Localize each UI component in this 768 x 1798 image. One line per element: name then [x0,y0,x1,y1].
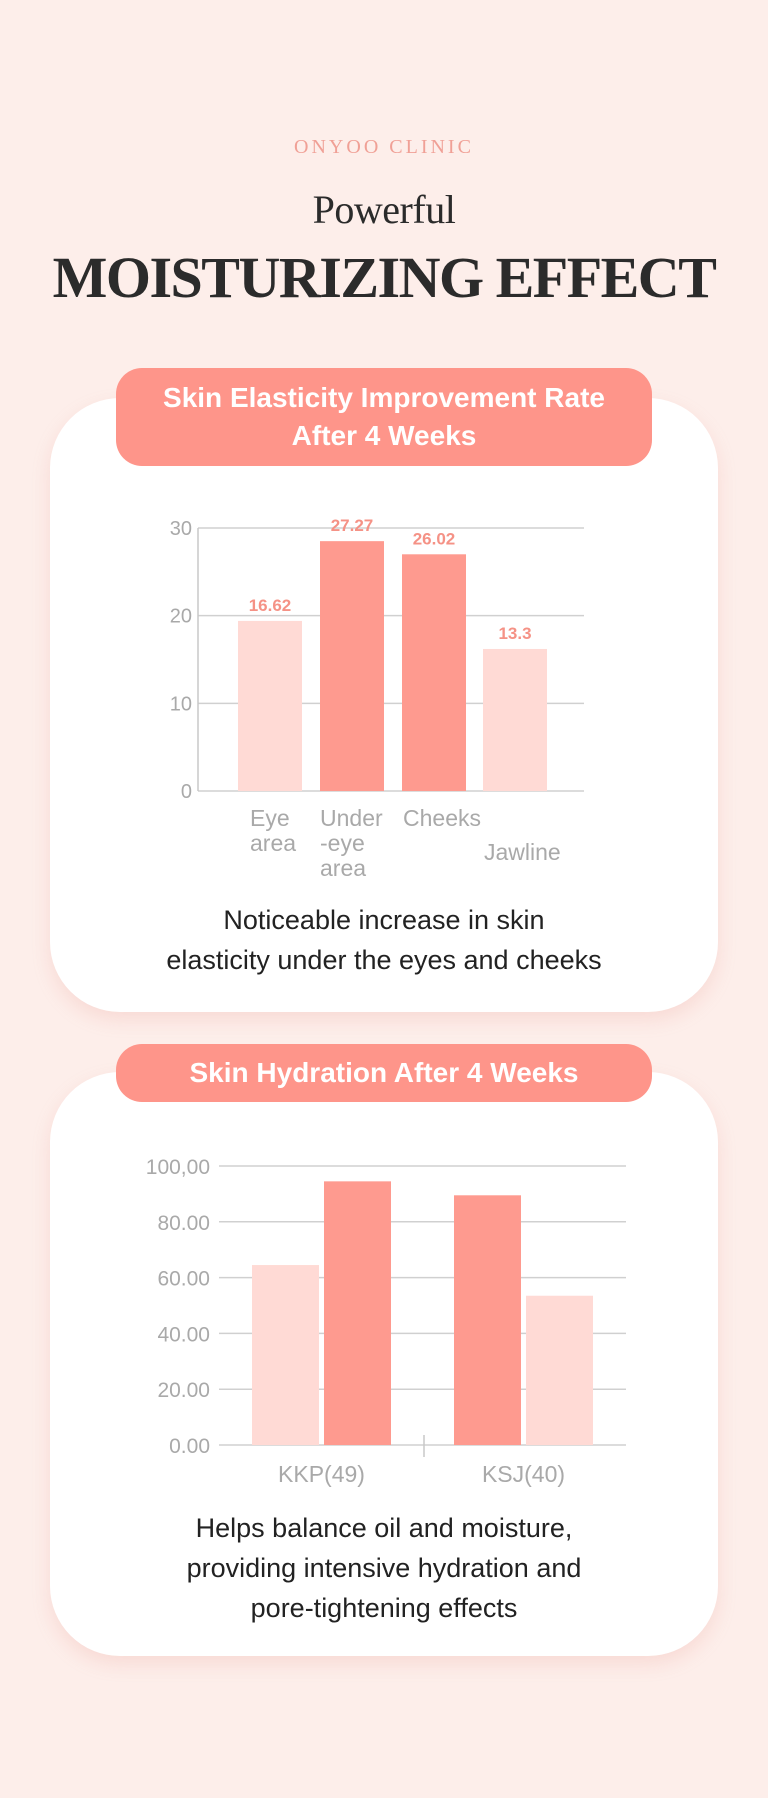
x-tick-label: Cheeks [403,805,481,831]
y-tick-label: 60.00 [157,1268,210,1291]
bar [483,648,547,791]
bar [324,1181,391,1445]
bar [526,1295,593,1445]
elasticity-caption: Noticeable increase in skin elasticity u… [0,900,768,980]
hydration-title-pill: Skin Hydration After 4 Weeks [116,1044,652,1102]
y-tick-label: 100,00 [146,1156,210,1179]
y-tick-label: 0 [181,781,192,803]
data-label: 16.62 [249,596,292,615]
hydration-caption-line-2: providing intensive hydration and [186,1553,582,1583]
y-tick-label: 30 [170,518,192,540]
hydration-title: Skin Hydration After 4 Weeks [189,1057,579,1088]
x-tick-label: -eye [320,830,365,856]
x-tick-label: area [250,830,296,856]
x-tick-label: area [320,855,366,881]
hydration-caption: Helps balance oil and moisture, providin… [0,1508,768,1628]
elasticity-title-line-2: After 4 Weeks [291,420,477,451]
bar [320,541,384,791]
x-tick-label: Eye [250,805,290,831]
brand-label: ONYOO CLINIC [294,136,474,158]
page-subtitle: Powerful [312,187,456,232]
bar [454,1195,521,1445]
page-title: MOISTURIZING EFFECT [52,245,717,310]
hydration-caption-line-3: pore-tightening effects [250,1593,518,1623]
data-label: 13.3 [498,624,531,643]
y-tick-label: 0.00 [169,1435,210,1458]
x-tick-label: Jawline [484,839,561,865]
x-tick-label: KSJ(40) [482,1461,565,1487]
elasticity-title-pill: Skin Elasticity Improvement Rate After 4… [116,368,652,466]
elasticity-caption-line-2: elasticity under the eyes and cheeks [166,945,602,975]
x-tick-label: KKP(49) [278,1461,365,1487]
y-tick-label: 10 [170,693,192,715]
data-label: 26.02 [413,529,456,548]
bar [402,554,466,791]
bar [252,1265,319,1445]
y-tick-label: 80.00 [157,1212,210,1235]
y-tick-label: 40.00 [157,1323,210,1346]
elasticity-caption-line-1: Noticeable increase in skin [223,905,545,935]
hydration-caption-line-1: Helps balance oil and moisture, [195,1513,573,1543]
y-tick-label: 20.00 [157,1379,210,1402]
bar [238,620,302,791]
data-label: 27.27 [331,516,374,535]
x-tick-label: Under [320,805,383,831]
y-tick-label: 20 [170,606,192,628]
elasticity-title-line-1: Skin Elasticity Improvement Rate [163,382,605,413]
